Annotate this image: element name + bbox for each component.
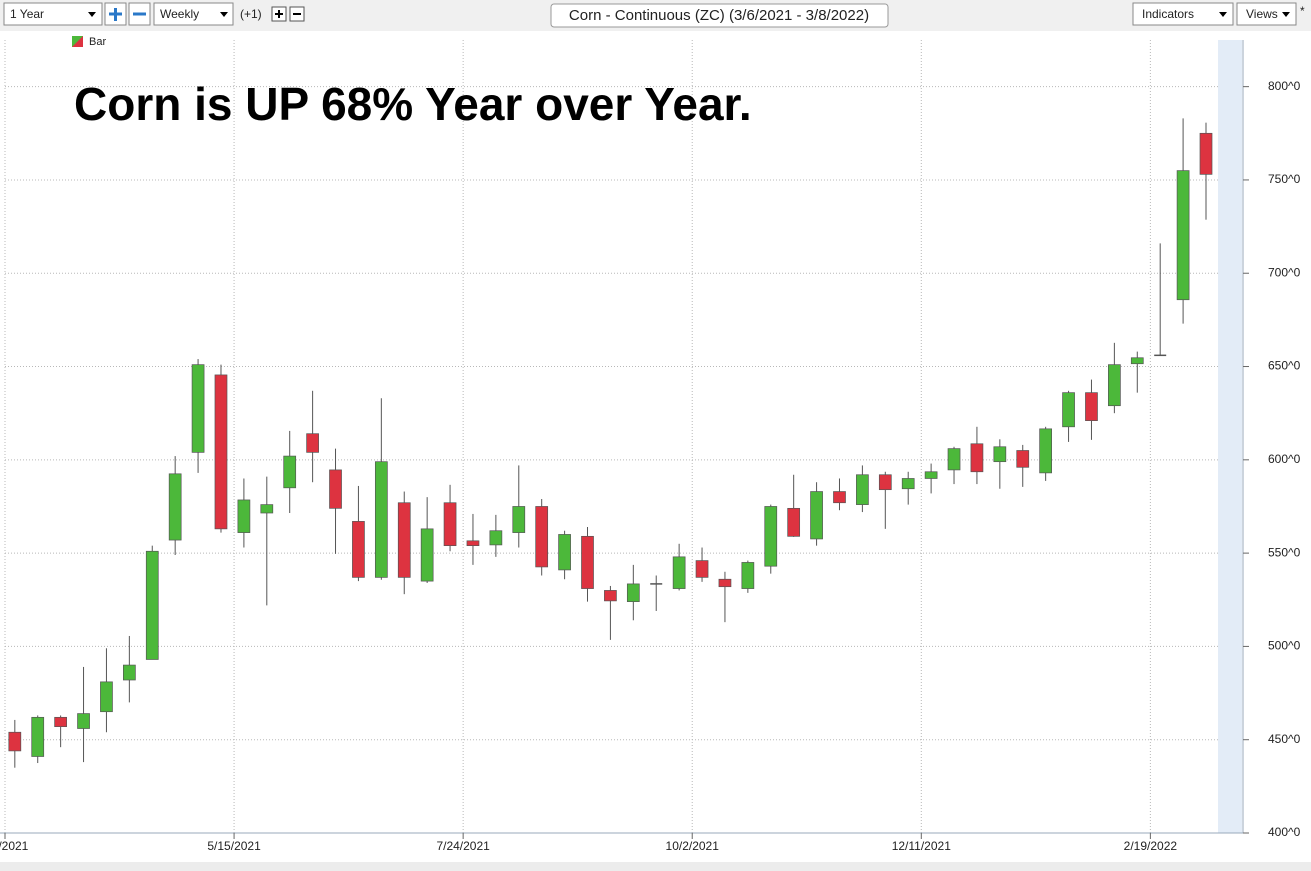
x-tick-label: 10/2/2021 [666, 839, 720, 853]
chart-title: Corn - Continuous (ZC) (3/6/2021 - 3/8/2… [569, 7, 869, 24]
views-button[interactable] [1236, 2, 1297, 26]
candle-body [993, 446, 1007, 463]
dropdown-arrow [1219, 12, 1227, 17]
x-tick-label: 7/24/2021 [436, 839, 490, 853]
candle-body [306, 433, 319, 453]
annotation: Corn is UP 68% Year over Year. [74, 78, 752, 130]
y-tick-label: 800^0 [1268, 79, 1301, 93]
title-box [550, 3, 889, 28]
scroll-strip [0, 862, 1311, 871]
candle-body [145, 550, 159, 660]
candle-body [352, 521, 365, 578]
candle-body [283, 455, 297, 489]
candle-body [1085, 392, 1098, 421]
candle-body [787, 507, 801, 537]
candle-body [237, 499, 251, 533]
candle-body [1062, 392, 1075, 428]
candle-body [947, 448, 961, 471]
candle-body [1176, 170, 1190, 301]
y-tick-label: 500^0 [1268, 639, 1301, 653]
candle-body [77, 713, 90, 729]
x-tick-label: 2/19/2022 [1124, 839, 1178, 853]
candle-body [672, 556, 686, 589]
indicators-text: Indicators [1142, 7, 1194, 21]
candle-body [489, 530, 503, 546]
x-tick-label: 3/6/2021 [0, 839, 29, 853]
candle-body [397, 502, 411, 578]
candle-body [924, 471, 938, 479]
candle-body [191, 364, 205, 453]
candle-body [54, 716, 67, 727]
candle-body [741, 562, 755, 589]
candle-body [810, 491, 823, 540]
candle-body [466, 540, 480, 547]
candle-body [581, 535, 594, 589]
legend-swatch [72, 36, 83, 47]
candle-body [329, 469, 342, 509]
y-tick-label: 750^0 [1268, 172, 1301, 186]
range-select[interactable] [3, 2, 103, 26]
y-tick-label: 400^0 [1268, 825, 1301, 839]
candle-body [718, 578, 732, 588]
range-text: 1 Year [10, 7, 44, 21]
y-tick-label: 550^0 [1268, 545, 1301, 559]
y-tick-label: 600^0 [1268, 452, 1301, 466]
candle-body [8, 731, 22, 752]
candle-body [878, 474, 892, 491]
candle-body [443, 502, 457, 547]
candle-body [512, 506, 526, 533]
candle-body [1108, 364, 1121, 407]
indicators-button[interactable] [1132, 2, 1234, 26]
candle-body [970, 443, 984, 473]
candle-body [833, 491, 846, 504]
dropdown-arrow [88, 12, 96, 17]
offset-text: (+1) [240, 7, 262, 21]
y-tick-label: 450^0 [1268, 732, 1301, 746]
dropdown-arrow [1282, 12, 1290, 17]
interval-select[interactable] [153, 2, 234, 26]
candle-body [260, 504, 274, 514]
candle-body [214, 374, 228, 530]
candle-body [856, 474, 869, 505]
candle-body [374, 461, 388, 578]
y-tick-label: 700^0 [1268, 265, 1301, 279]
candle-body [604, 590, 617, 602]
candle-body [1016, 450, 1030, 468]
legend-label: Bar [89, 36, 106, 48]
candle-body [31, 716, 45, 757]
candle-body [558, 534, 571, 571]
future-area [1218, 40, 1242, 833]
candle-body [1199, 132, 1213, 175]
candle-body [123, 664, 136, 681]
candle-body [695, 560, 709, 578]
views-star: * [1300, 4, 1305, 18]
plus-icon [109, 8, 122, 21]
candle-body [626, 583, 640, 602]
candle-body [420, 528, 434, 582]
dropdown-arrow [220, 12, 228, 17]
x-tick-label: 5/15/2021 [207, 839, 261, 853]
plus-icon [275, 10, 283, 18]
y-tick-label: 650^0 [1268, 359, 1301, 373]
interval-text: Weekly [160, 7, 199, 21]
candle-body [535, 506, 549, 568]
candle-body [100, 681, 113, 713]
candle-body [1130, 357, 1144, 365]
candle-body [764, 506, 778, 567]
views-text: Views [1246, 7, 1278, 21]
candle-body [168, 473, 182, 541]
candle-body [1039, 428, 1053, 474]
x-tick-label: 12/11/2021 [892, 839, 951, 853]
candle-body [901, 478, 915, 490]
